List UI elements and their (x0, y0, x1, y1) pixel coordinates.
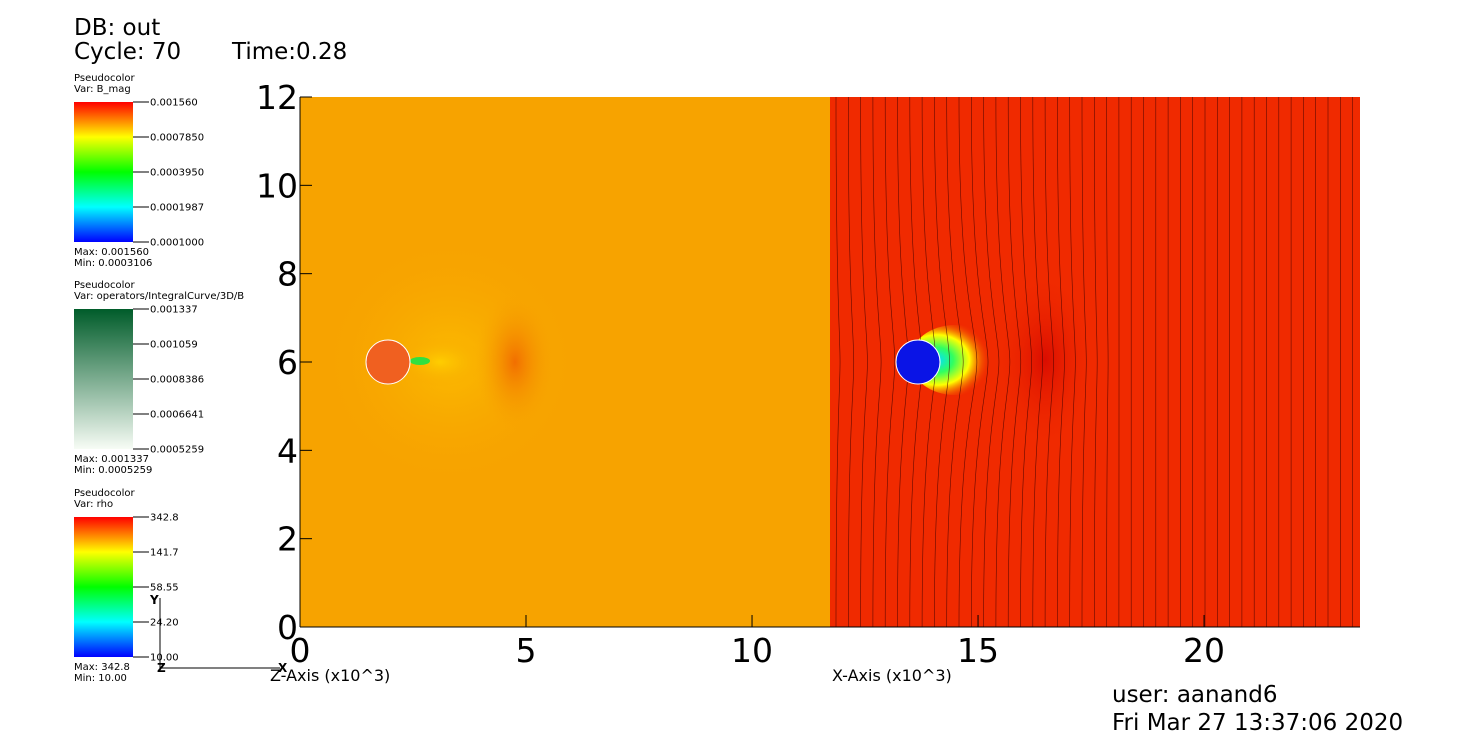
streamline (884, 97, 896, 627)
streamline (860, 97, 868, 627)
legend-label: 58.55 (150, 583, 179, 594)
x-tick-label: 10 (731, 631, 773, 670)
y-tick-label: 2 (277, 520, 298, 559)
cycle-label: Cycle: 70 (74, 39, 181, 65)
legend-label: 0.0003950 (150, 168, 204, 179)
legend-label: 0.001337 (150, 305, 198, 316)
y-tick-label: 10 (256, 166, 298, 205)
streamline (1057, 97, 1065, 627)
y-tick-label: 4 (277, 431, 298, 470)
streamline (1106, 97, 1109, 627)
legend-title: Pseudocolor (74, 280, 136, 291)
triad-x-label: X (278, 661, 288, 675)
legend-label: 141.7 (150, 548, 179, 559)
legend-label: 24.20 (150, 618, 179, 629)
right-body (895, 339, 941, 385)
triad-z-label: Z (157, 661, 166, 675)
legend-title: Pseudocolor (74, 488, 136, 499)
legend-label: 0.001560 (150, 98, 198, 109)
y-tick-label: 12 (256, 78, 298, 117)
legend-min: Min: 10.00 (74, 673, 127, 684)
left-jet (410, 357, 430, 365)
streamlines (835, 97, 1353, 627)
streamline (995, 97, 1011, 627)
streamline (1020, 97, 1032, 627)
legend-var: Var: rho (74, 499, 113, 510)
streamline (1007, 97, 1022, 627)
legend-min: Min: 0.0005259 (74, 465, 152, 476)
z-axis-title: Z-Axis (x10^3) (270, 666, 390, 685)
streamline (934, 97, 950, 627)
legend-label: 0.0006641 (150, 410, 204, 421)
legend-title: Pseudocolor (74, 73, 136, 84)
legend-colorbar (74, 102, 133, 242)
x-tick-label: 15 (957, 631, 999, 670)
streamline (848, 97, 855, 627)
legend-label: 0.0001987 (150, 203, 204, 214)
x-tick-label: 0 (290, 631, 311, 670)
legend-colorbar (74, 309, 133, 449)
x-tick-label: 5 (516, 631, 537, 670)
legend-max: Max: 0.001337 (74, 454, 149, 465)
legend-label: 342.8 (150, 513, 179, 524)
right-shock (995, 270, 1095, 450)
streamline (835, 97, 841, 627)
date-label: Fri Mar 27 13:37:06 2020 (1112, 710, 1403, 736)
legend-label: 0.0005259 (150, 445, 204, 456)
legend-label: 0.0001000 (150, 238, 204, 249)
left-body (365, 339, 411, 385)
plot (300, 97, 1360, 627)
y-tick-label: 0 (277, 608, 298, 647)
db-label: DB: out (74, 15, 160, 41)
time-label: Time:0.28 (231, 39, 347, 65)
legend-min: Min: 0.0003106 (74, 258, 152, 269)
streamline (983, 97, 1000, 627)
streamline (1032, 97, 1043, 627)
legend-label: 0.0008386 (150, 375, 204, 386)
streamline (946, 97, 964, 627)
left-wake (395, 337, 485, 387)
x-axis-title: X-Axis (x10^3) (832, 666, 952, 685)
streamline (872, 97, 882, 627)
y-tick-label: 6 (277, 343, 298, 382)
user-label: user: aanand6 (1112, 682, 1278, 708)
x-tick-label: 20 (1183, 631, 1225, 670)
streamline (1044, 97, 1054, 627)
legend-var: Var: operators/IntegralCurve/3D/B (74, 291, 244, 302)
legend-label: 0.0007850 (150, 133, 204, 144)
y-tick-label: 8 (277, 255, 298, 294)
triad-y-label: Y (149, 593, 159, 607)
legend-label: 10.00 (150, 653, 179, 664)
legend-max: Max: 0.001560 (74, 247, 149, 258)
streamline (971, 97, 989, 627)
streamline (1094, 97, 1098, 627)
streamline (1069, 97, 1076, 627)
streamline (1081, 97, 1087, 627)
legend-max: Max: 342.8 (74, 662, 130, 673)
left-shock (475, 292, 555, 432)
legend-label: 0.001059 (150, 340, 198, 351)
legend-colorbar (74, 517, 133, 657)
streamline (958, 97, 978, 627)
legend-var: Var: B_mag (74, 84, 131, 95)
